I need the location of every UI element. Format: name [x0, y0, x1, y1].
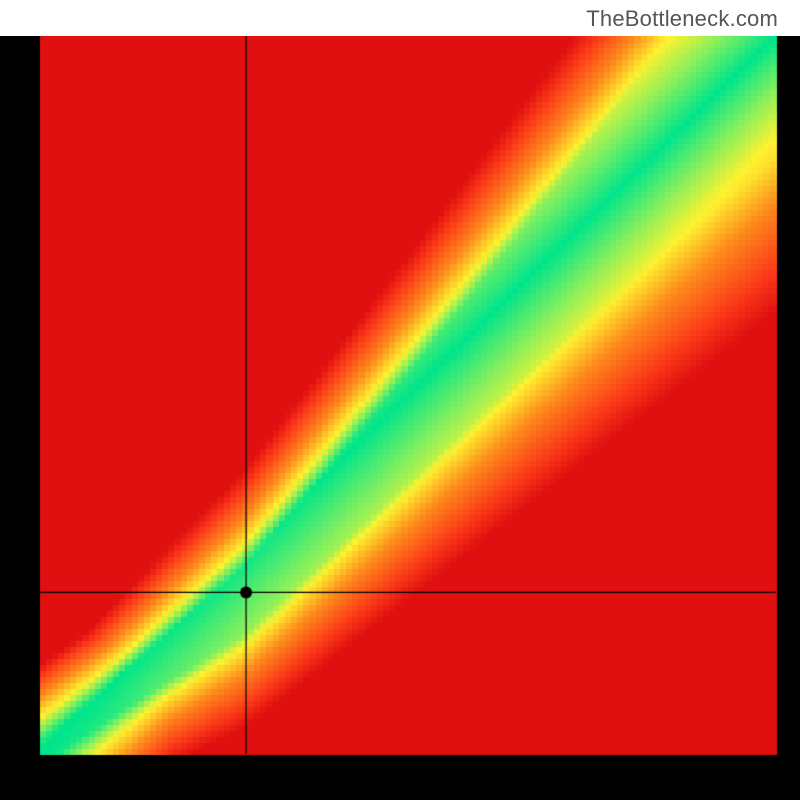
watermark-text: TheBottleneck.com — [586, 6, 778, 32]
bottleneck-heatmap — [0, 36, 800, 800]
